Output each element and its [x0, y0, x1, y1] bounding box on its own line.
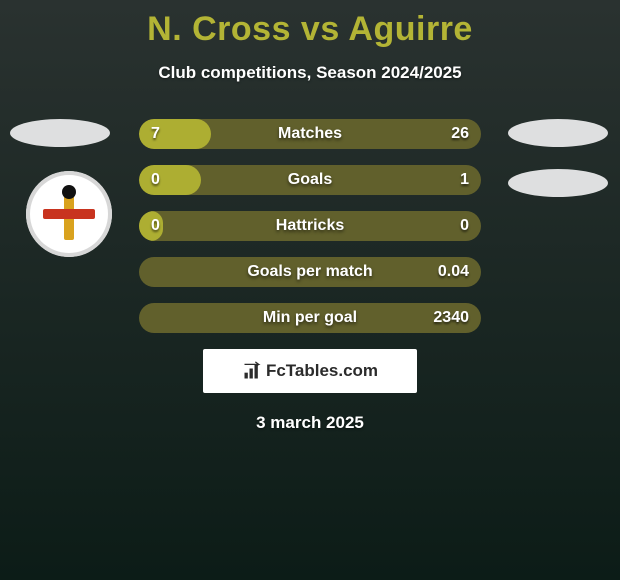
stat-value-left: 7: [151, 125, 160, 143]
club-emblem-inner: [34, 179, 104, 249]
stat-value-right: 0: [460, 217, 469, 235]
date-text: 3 march 2025: [0, 413, 620, 433]
club-emblem-left: [26, 171, 112, 257]
stat-value-right: 1: [460, 171, 469, 189]
stat-label: Goals: [288, 171, 332, 189]
stats-area: 7 Matches 26 0 Goals 1 0 Hattricks 0 Goals per ma…: [0, 119, 620, 333]
stat-value-left: 0: [151, 171, 160, 189]
player-photo-placeholder: [10, 119, 110, 147]
comparison-card: N. Cross vs Aguirre Club competitions, S…: [0, 0, 620, 580]
stat-value-left: 0: [151, 217, 160, 235]
bar-chart-icon: [242, 361, 262, 381]
stat-value-right: 0.04: [438, 263, 469, 281]
stat-value-right: 2340: [433, 309, 469, 327]
stat-row: 0 Hattricks 0: [139, 211, 481, 241]
club-logo-placeholder: [508, 169, 608, 197]
stat-rows: 7 Matches 26 0 Goals 1 0 Hattricks 0 Goals per ma…: [139, 119, 481, 333]
brand-text: FcTables.com: [266, 361, 378, 381]
stat-fill: [139, 119, 211, 149]
stat-row: 0 Goals 1: [139, 165, 481, 195]
subtitle: Club competitions, Season 2024/2025: [0, 63, 620, 83]
stat-label: Hattricks: [276, 217, 344, 235]
stat-value-right: 26: [451, 125, 469, 143]
stat-row: Goals per match 0.04: [139, 257, 481, 287]
brand-box: FcTables.com: [203, 349, 417, 393]
stat-label: Matches: [278, 125, 342, 143]
player-photo-placeholder: [508, 119, 608, 147]
stat-row: Min per goal 2340: [139, 303, 481, 333]
page-title: N. Cross vs Aguirre: [0, 0, 620, 49]
stat-fill: [139, 165, 201, 195]
stat-label: Goals per match: [247, 263, 372, 281]
soccer-ball-icon: [62, 185, 76, 199]
stat-label: Min per goal: [263, 309, 357, 327]
stat-row: 7 Matches 26: [139, 119, 481, 149]
